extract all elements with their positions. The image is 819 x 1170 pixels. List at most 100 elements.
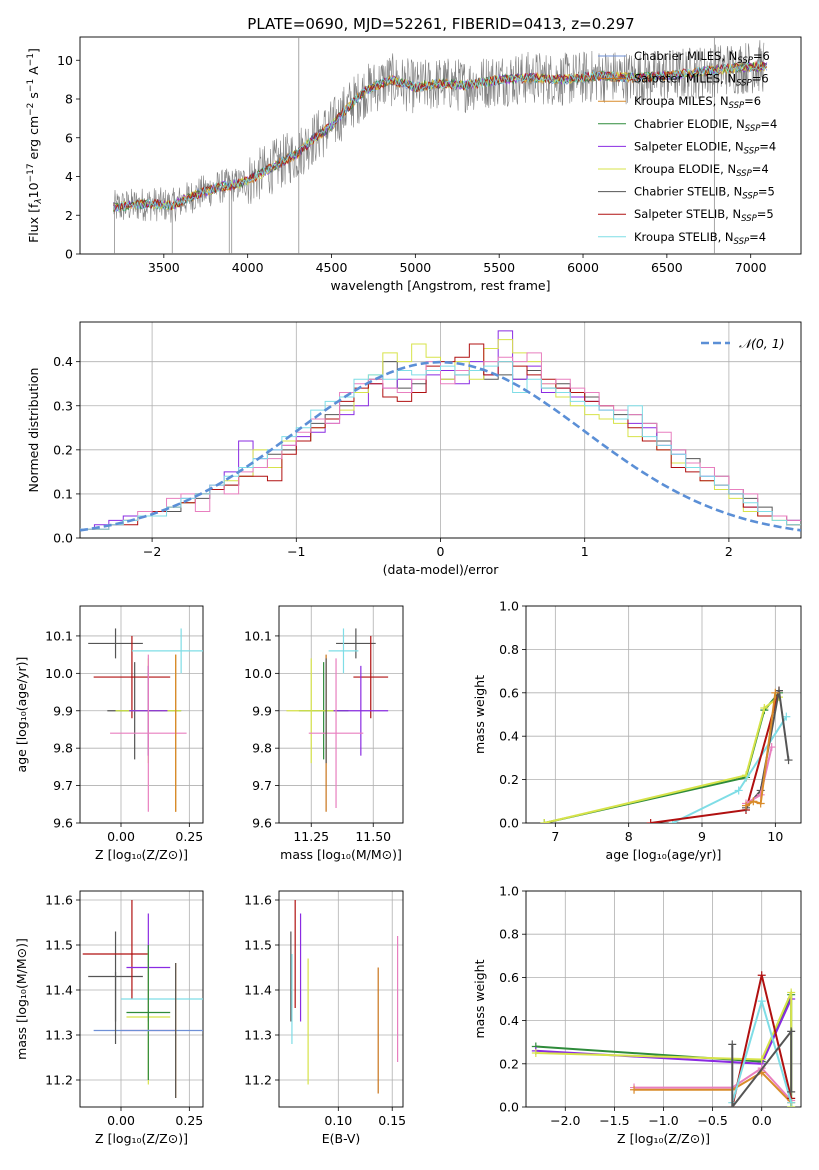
plot-frame (278, 890, 404, 1108)
legend-sub: SSP (737, 56, 753, 66)
x-tick-label: 0.10 (324, 1113, 352, 1128)
weight-marker (531, 1049, 540, 1057)
legend-text: Chabrier ELODIE, N (634, 117, 745, 131)
y-axis-label-part: s (26, 92, 41, 103)
y-tick-label: 10.1 (45, 628, 73, 643)
y-tick-label: 0 (65, 247, 73, 262)
y-tick-label: 0.2 (53, 442, 73, 457)
y-tick-label: 9.6 (53, 816, 73, 831)
y-axis-label-part: 10 (26, 182, 41, 198)
y-axis-label-part: −2 (26, 103, 36, 116)
y-axis-label-part: ] (26, 48, 41, 53)
x-tick-label: 1 (581, 544, 589, 559)
y-tick-label: 2 (65, 208, 73, 223)
y-tick-label: 1.0 (499, 599, 519, 614)
mass_vs_Z-plot (82, 900, 203, 1098)
legend-entry: Chabrier STELIB, NSSP=5 (634, 185, 775, 202)
y-tick-label: 11.4 (45, 983, 73, 998)
plot-frame (525, 890, 802, 1108)
x-tick-label: 11.50 (355, 829, 391, 844)
legend-sub: SSP (734, 237, 750, 247)
weight-marker (728, 1040, 737, 1049)
weight-marker (540, 819, 549, 823)
x-tick-label: −1 (287, 544, 305, 559)
plot-frame (79, 321, 802, 539)
legend-sub: SSP (736, 169, 752, 179)
legend-entry: Chabrier ELODIE, NSSP=4 (634, 117, 777, 134)
y-tick-label: 11.5 (45, 938, 73, 953)
mass_vs_ebv-plot (290, 900, 399, 1094)
plot-frame (278, 605, 404, 824)
x-tick-label: −1.5 (599, 1113, 629, 1128)
weight-marker (787, 988, 796, 997)
y-tick-label: 10 (57, 53, 73, 68)
legend-text: Salpeter MILES, N (634, 72, 736, 86)
y-tick-label: 0.2 (499, 772, 519, 787)
y-tick-label: 0.4 (499, 1013, 519, 1028)
weight-marker (757, 1055, 766, 1064)
y-tick-label: 8 (65, 92, 73, 107)
x-tick-label: −0.5 (697, 1113, 727, 1128)
mass_weight_vs_age-axes: 7 8 9 10 0.0 0.2 0.4 0.6 0.8 1.0 age [log₁₀(age/yr… (472, 599, 802, 862)
x-tick-label: −2.0 (550, 1113, 580, 1128)
legend-tail: =4 (759, 139, 776, 153)
y-tick-label: 11.6 (45, 893, 73, 908)
y-tick-label: 6 (65, 130, 73, 145)
weight-line-6 (745, 692, 777, 807)
legend-entry: Kroupa MILES, NSSP=6 (634, 94, 761, 111)
y-tick-label: 0.0 (499, 1100, 519, 1115)
legend-text: Salpeter STELIB, N (634, 207, 741, 221)
x-axis-label: Z [log₁₀(Z/Z⊙)] (617, 1131, 710, 1146)
legend-entry: 𝒩(0, 1) (739, 336, 785, 351)
legend-text: Kroupa ELODIE, N (634, 162, 736, 176)
x-tick-label: −1.0 (648, 1113, 678, 1128)
weight-marker (787, 1087, 796, 1096)
weight-line-7 (731, 1028, 793, 1107)
legend-tail: =4 (760, 117, 777, 131)
weight-marker (630, 1085, 639, 1094)
mass_vs_Z-axes: 0.00 0.25 11.2 11.3 11.4 11.5 11.6 Z [log₁₀(Z/Z… (14, 890, 204, 1146)
legend-entry: Salpeter STELIB, NSSP=5 (634, 207, 774, 224)
x-tick-label: 3500 (148, 260, 180, 275)
weight-marker (787, 1027, 796, 1036)
y-tick-label: 0.8 (499, 642, 519, 657)
y-tick-label: 11.5 (244, 938, 272, 953)
legend-tail: =6 (744, 94, 761, 108)
histogram-5 (80, 361, 801, 530)
y-axis-label-part: λ (34, 198, 44, 204)
y-axis-label: Flux [fλ10−17 erg cm−2 s−1 A−1] (26, 48, 44, 243)
weight-marker (728, 1103, 737, 1107)
y-tick-label: 9.9 (252, 703, 272, 718)
legend-text: Kroupa MILES, N (634, 94, 729, 108)
x-axis-label: E(B-V) (322, 1131, 361, 1146)
x-axis-label: Z [log₁₀(Z/Z⊙)] (95, 847, 188, 862)
x-tick-label: −2 (143, 544, 161, 559)
weight-marker (742, 801, 750, 810)
y-tick-label: 11.2 (45, 1073, 73, 1088)
legend-text: Kroupa STELIB, N (634, 230, 734, 244)
legend-entry: Kroupa STELIB, NSSP=4 (634, 230, 766, 247)
y-tick-label: 1.0 (499, 884, 519, 899)
y-tick-label: 11.3 (244, 1028, 272, 1043)
legend-entry: Chabrier MILES, NSSP=6 (634, 49, 770, 66)
age_vs_mass-axes: 11.25 11.50 9.6 9.7 9.8 9.9 10.0 10.1 mass [log₁… (244, 605, 404, 862)
y-tick-label: 10.1 (244, 628, 272, 643)
weight-marker (760, 703, 769, 712)
residuals-axes: −2 −1 0 1 2 0.0 0.1 0.2 0.3 0.4 (data-model)/error… (26, 321, 802, 577)
weight-marker (757, 997, 766, 1006)
x-tick-label: 4000 (232, 260, 264, 275)
weight-marker (787, 1098, 796, 1107)
y-axis-label-part: −1 (26, 53, 36, 66)
x-tick-label: 8 (625, 829, 633, 844)
legend-tail: =4 (749, 230, 766, 244)
age_vs_Z-axes: 0.00 0.25 9.6 9.7 9.8 9.9 10.0 10.1 Z [log₁₀(Z/Z… (14, 605, 204, 862)
x-axis-label: age [log₁₀(age/yr)] (606, 847, 722, 862)
histogram-4 (80, 352, 801, 530)
x-tick-label: 0.0 (752, 1113, 772, 1128)
x-tick-label: 0.00 (107, 1113, 135, 1128)
plot-frame (525, 605, 802, 824)
weight-marker (784, 756, 793, 765)
x-tick-label: 2 (725, 544, 733, 559)
